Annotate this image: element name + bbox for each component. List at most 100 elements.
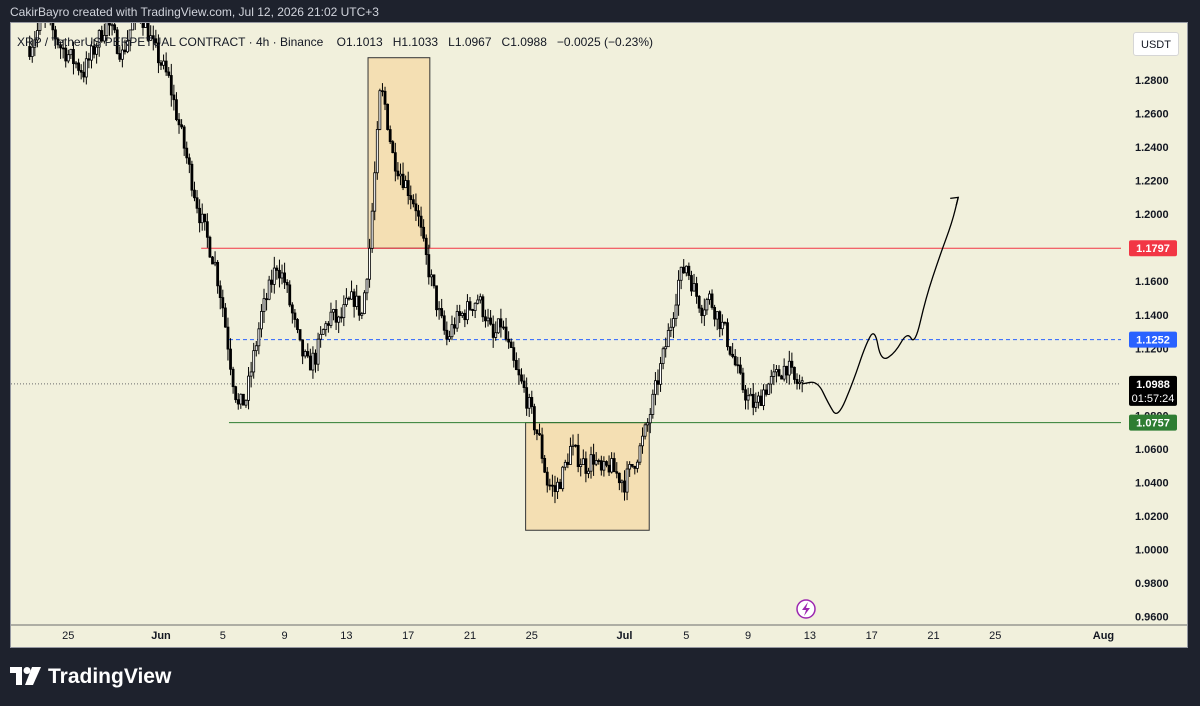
candle-body <box>646 422 650 426</box>
candle-body <box>72 49 75 64</box>
candle-body <box>115 29 119 54</box>
candle-body <box>87 58 91 61</box>
candle-body <box>679 266 683 281</box>
candle-body <box>736 364 740 367</box>
candle-body <box>553 485 557 493</box>
candle-body <box>535 429 539 434</box>
chart-pane[interactable]: XRP / TetherUS PERPETUAL CONTRACT · 4h ·… <box>10 22 1188 648</box>
candle-body <box>597 460 601 462</box>
price-tick-label: 1.2600 <box>1135 109 1169 121</box>
candle-body <box>401 173 405 189</box>
footer-bar: TradingView <box>0 648 1200 706</box>
candle-body <box>509 341 513 349</box>
candle-body <box>265 298 268 301</box>
candle-body <box>427 254 431 278</box>
candle-body <box>612 458 616 473</box>
candle-body <box>303 351 307 357</box>
candle-body <box>615 471 619 474</box>
candle-body <box>713 307 717 320</box>
candle-body <box>254 345 258 352</box>
candle-body <box>368 247 371 280</box>
candle-body <box>141 23 145 28</box>
candle-body <box>213 261 217 265</box>
candle-body <box>759 395 763 406</box>
candle-body <box>605 461 608 466</box>
candle-body <box>311 352 315 371</box>
candle-body <box>396 170 400 177</box>
candle-body <box>182 126 186 149</box>
candle-body <box>757 395 760 403</box>
symbol-legend: XRP / TetherUS PERPETUAL CONTRACT · 4h ·… <box>17 35 653 49</box>
candle-body <box>581 458 585 466</box>
candle-body <box>223 307 227 328</box>
candle-body <box>563 461 567 468</box>
candle-body <box>69 49 73 56</box>
time-tick-label: 13 <box>340 630 352 642</box>
candle-body <box>651 393 655 415</box>
candle-body <box>491 323 495 338</box>
candle-body <box>635 461 639 469</box>
candle-body <box>185 147 189 159</box>
candle-body <box>447 336 451 340</box>
time-tick-label: 21 <box>464 630 476 642</box>
candle-body <box>437 308 441 311</box>
candle-body <box>308 355 312 371</box>
candle-body <box>370 210 374 249</box>
candle-body <box>525 387 529 409</box>
candle-body <box>229 348 232 370</box>
candle-body <box>216 261 220 287</box>
candle-body <box>594 460 598 465</box>
candle-body <box>164 60 168 73</box>
candle-body <box>234 386 238 401</box>
attribution-bar: CakirBayro created with TradingView.com,… <box>0 0 1200 22</box>
candle-body <box>684 265 688 274</box>
candle-body <box>643 424 647 437</box>
candle-body <box>226 326 230 350</box>
candle-body <box>762 389 765 406</box>
candle-body <box>159 62 163 66</box>
candle-body <box>625 468 629 493</box>
candle-body <box>638 445 642 463</box>
price-chart-svg[interactable]: 1.28001.26001.24001.22001.20001.18001.16… <box>11 23 1187 647</box>
level-price-tag <box>1129 240 1177 257</box>
candle-body <box>522 380 526 389</box>
candle-body <box>203 213 207 223</box>
candle-body <box>391 141 395 154</box>
candle-body <box>344 297 348 306</box>
price-tick-label: 1.2200 <box>1135 176 1169 188</box>
candle-body <box>90 45 93 61</box>
level-price-tag-text: 1.1797 <box>1136 243 1170 255</box>
candle-body <box>120 49 124 60</box>
candle-body <box>241 393 245 406</box>
change-value: −0.0025 (−0.23%) <box>556 35 653 49</box>
level-price-tag-text: 1.0757 <box>1136 418 1170 430</box>
candle-body <box>514 359 518 371</box>
candle-body <box>293 312 297 320</box>
currency-button[interactable]: USDT <box>1133 32 1179 56</box>
candle-body <box>162 60 165 66</box>
candle-body <box>316 338 320 365</box>
candle-body <box>285 281 289 286</box>
candle-body <box>105 23 109 36</box>
candle-body <box>393 152 397 172</box>
candle-body <box>502 326 505 329</box>
alert-icon-bolt <box>802 602 810 616</box>
candle-body <box>28 46 32 57</box>
candle-body <box>450 324 454 338</box>
candle-body <box>795 379 799 384</box>
candle-body <box>661 348 665 364</box>
candle-body <box>244 399 248 406</box>
candle-body <box>530 397 534 407</box>
candle-body <box>620 480 624 484</box>
high-value: 1.1033 <box>401 35 439 49</box>
candle-body <box>110 24 114 27</box>
candle-body <box>231 368 235 388</box>
candle-body <box>700 307 704 316</box>
candle-body <box>195 197 199 209</box>
candle-body <box>520 374 523 382</box>
candle-body <box>314 352 317 365</box>
candle-body <box>589 454 593 472</box>
candle-body <box>51 23 55 31</box>
attribution-text: CakirBayro created with TradingView.com,… <box>10 5 379 19</box>
candle-body <box>154 38 158 44</box>
